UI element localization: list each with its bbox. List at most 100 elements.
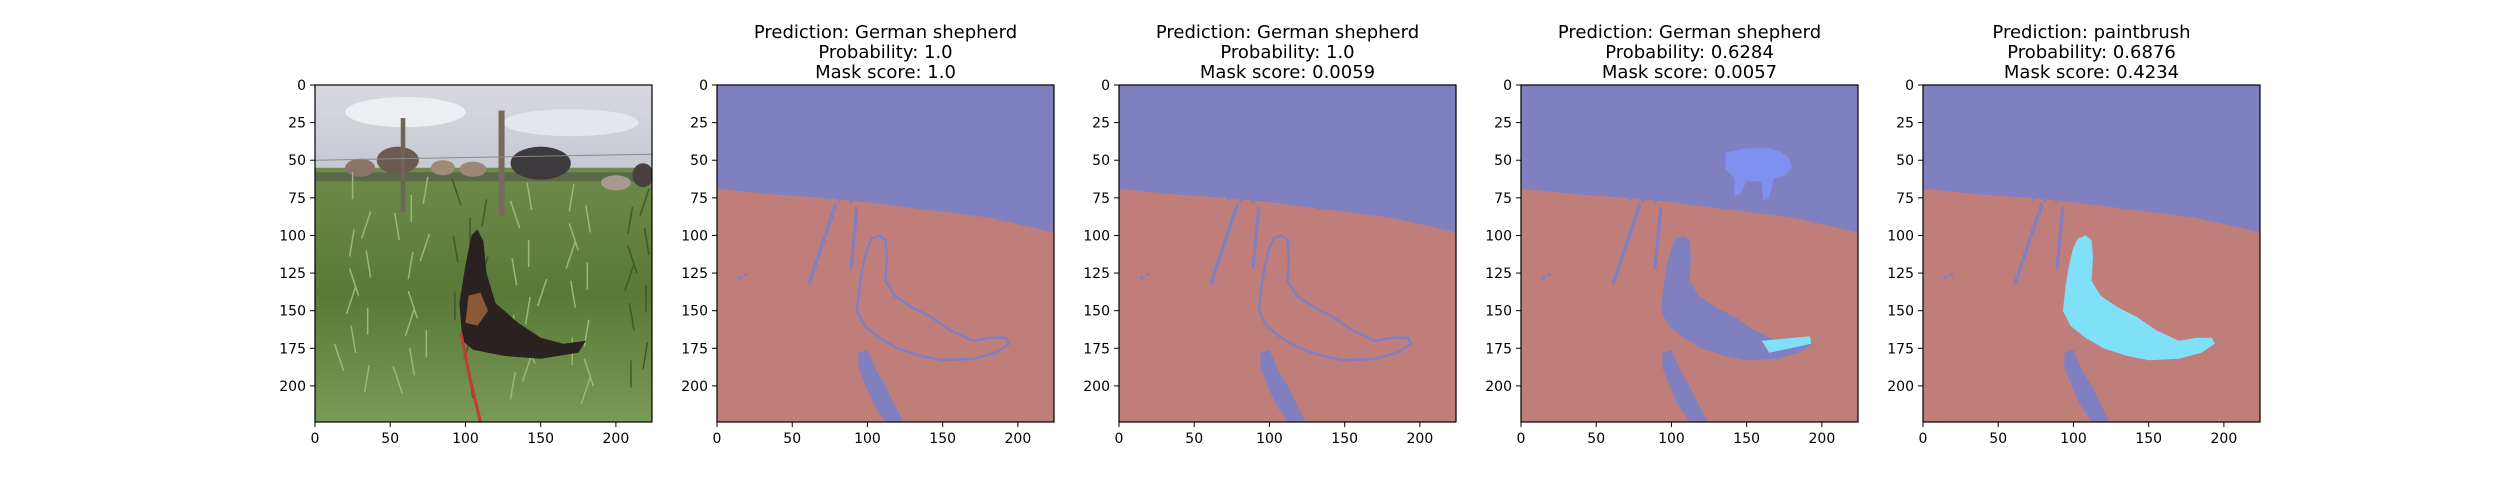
segment-noise	[738, 276, 742, 280]
photo-cloud	[503, 109, 639, 137]
photo-cow	[600, 175, 631, 191]
photo-grass-blade	[639, 188, 650, 217]
tail-highlight	[1761, 336, 1812, 353]
photo-fence-post	[400, 118, 406, 212]
segment-noise	[1629, 197, 1633, 201]
photo-fence-post	[498, 110, 505, 216]
photo-grass-blade	[509, 372, 516, 400]
dog-segment	[1660, 235, 1813, 361]
photo-grass-blade	[333, 343, 345, 372]
panel-2-title-line-3: Mask score: 1.0	[815, 62, 956, 83]
grass-streak	[1611, 202, 1642, 286]
photo-grass-blade	[348, 229, 355, 257]
panel-1-image	[315, 85, 652, 422]
segment-noise	[1317, 206, 1321, 210]
panel-5-ytick-label: 125	[1887, 266, 1914, 282]
photo-cloud	[345, 97, 466, 128]
photo-fence-wire	[315, 153, 652, 161]
grass-streak	[2013, 202, 2044, 286]
panel-4-ytick-label: 25	[1494, 116, 1512, 132]
segment-noise	[2121, 206, 2125, 210]
panel-5-ytick-label: 75	[1896, 191, 1914, 207]
segment-noise	[1140, 276, 1144, 280]
segment-noise	[2031, 197, 2035, 201]
panel-4-title-line-3: Mask score: 0.0057	[1602, 62, 1777, 83]
photo-grass-blade	[642, 342, 649, 370]
panel-5-title-line-3: Mask score: 0.4234	[2004, 62, 2179, 83]
panel-3-ytick-label: 25	[1092, 116, 1110, 132]
panel-3-xtick-label: 200	[1407, 431, 1434, 447]
panel-5-ytick-label: 100	[1887, 228, 1914, 244]
photo-grass-blade	[583, 358, 595, 387]
panel-2-ytick-label: 0	[699, 78, 708, 94]
photo-cow	[376, 146, 419, 174]
panel-1-ytick-label: 100	[279, 228, 306, 244]
panel-4-title-line-1: Prediction: German shepherd	[1558, 22, 1821, 43]
grass-streak	[2055, 205, 2065, 271]
photo-grass-blade	[407, 290, 419, 319]
panel-1-ytick-label: 200	[279, 379, 306, 395]
panel-2-ytick-label: 100	[681, 228, 708, 244]
segment-noise	[915, 206, 919, 210]
segment-noise	[1653, 200, 1657, 204]
photo-grass-blade	[345, 286, 357, 314]
panel-4-ytick-label: 0	[1503, 78, 1512, 94]
panel-2-ytick-label: 200	[681, 379, 708, 395]
photo-grass-blade	[393, 212, 400, 241]
photo-grass-blade	[452, 235, 459, 263]
panel-4-ytick-label: 200	[1485, 379, 1512, 395]
panel-1-ytick-label: 0	[297, 78, 306, 94]
panel-4: Prediction: German shepherdProbability: …	[1485, 22, 1859, 447]
panel-1-xtick-label: 200	[603, 431, 630, 447]
segment-noise	[1950, 273, 1954, 277]
grass-streak	[1209, 202, 1240, 286]
photo-cow	[459, 161, 487, 177]
panel-1-xtick-label: 150	[527, 431, 554, 447]
panel-5-ytick-label: 200	[1887, 379, 1914, 395]
segment-noise	[912, 205, 916, 209]
leash-segment	[1260, 349, 1306, 422]
photo-grass-blade	[628, 303, 635, 331]
photo-grass-blade	[407, 251, 414, 280]
panel-5-xtick-label: 200	[2211, 431, 2238, 447]
dog-segment	[1257, 233, 1413, 362]
panel-5-image	[1923, 85, 2260, 422]
panel-4-ytick-label: 100	[1485, 228, 1512, 244]
panel-1-ytick-label: 75	[288, 191, 306, 207]
panel-2-xtick-label: 50	[783, 431, 801, 447]
panel-4-ytick-label: 150	[1485, 304, 1512, 320]
panel-3-image	[1119, 85, 1456, 422]
photo-grass-blade	[419, 233, 431, 262]
panel-2-image	[717, 85, 1054, 422]
leash-segment	[1662, 349, 1708, 422]
cow-highlight	[1725, 148, 1792, 201]
photo-dog-fur	[465, 292, 488, 326]
panel-4-ytick-label: 125	[1485, 266, 1512, 282]
panel-4-xtick-label: 0	[1517, 431, 1526, 447]
photo-grass-blade	[568, 184, 575, 212]
panel-3-axes-frame	[1118, 84, 1457, 423]
photo-grass-blade	[627, 245, 638, 274]
photo-grass-blade	[583, 319, 590, 347]
photo-grass-blade	[511, 257, 518, 286]
segment-noise	[2055, 200, 2059, 204]
panel-4-axes-frame	[1520, 84, 1859, 423]
panel-4-xtick-label: 50	[1587, 431, 1605, 447]
panel-3-title-line-1: Prediction: German shepherd	[1156, 22, 1419, 43]
panel-5-xtick-label: 50	[1989, 431, 2007, 447]
panel-1: 0 50 100 150 200 0 25 50 75 100 125 150 175 200	[279, 78, 653, 447]
panel-2: Prediction: German shepherdProbability: …	[681, 22, 1055, 447]
photo-grass-blade	[315, 195, 316, 198]
photo-grass-blade	[570, 280, 577, 308]
photo-grass-blade	[580, 376, 592, 405]
photo-grass-blade	[348, 268, 360, 296]
segment-noise	[1227, 197, 1231, 201]
panel-3: Prediction: German shepherdProbability: …	[1083, 22, 1457, 447]
segment-noise	[1239, 199, 1243, 203]
panel-2-xtick-label: 200	[1005, 431, 1032, 447]
panel-2-ytick-label: 175	[681, 341, 708, 357]
panel-3-ytick-label: 50	[1092, 153, 1110, 169]
leash-segment	[2064, 349, 2110, 422]
